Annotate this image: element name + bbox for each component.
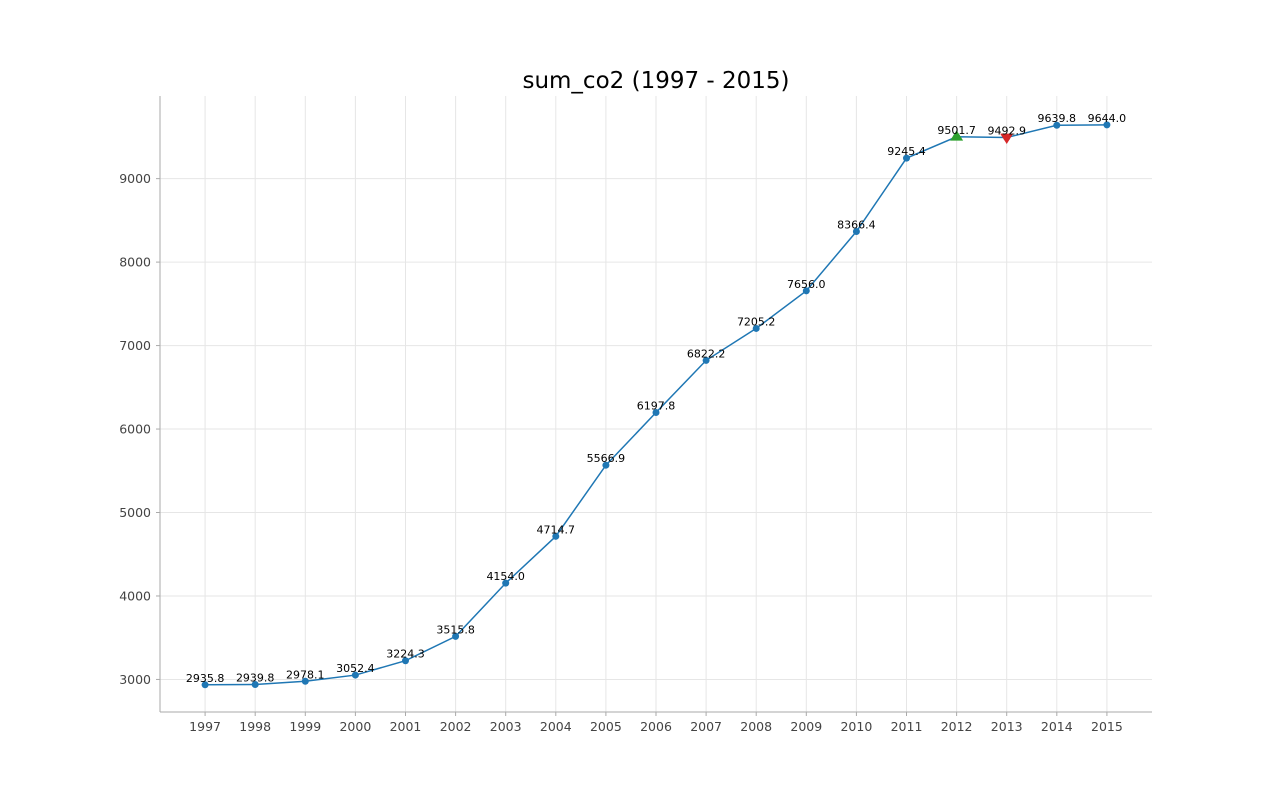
data-point bbox=[201, 681, 209, 689]
x-tick-label: 2013 bbox=[991, 719, 1023, 734]
data-point bbox=[702, 356, 710, 364]
x-tick-label: 2011 bbox=[891, 719, 923, 734]
data-label: 2978.1 bbox=[286, 668, 325, 681]
data-label: 2939.8 bbox=[236, 671, 275, 684]
data-label: 4714.7 bbox=[537, 523, 576, 536]
y-tick-label: 7000 bbox=[119, 338, 151, 353]
data-label: 8366.4 bbox=[837, 219, 876, 232]
data-point bbox=[802, 287, 810, 295]
data-point bbox=[602, 461, 610, 469]
data-point bbox=[301, 677, 309, 685]
x-tick-label: 2012 bbox=[941, 719, 973, 734]
y-tick-label: 8000 bbox=[119, 255, 151, 270]
data-point bbox=[1103, 121, 1111, 129]
x-tick-label: 1997 bbox=[189, 719, 221, 734]
data-label: 7656.0 bbox=[787, 278, 826, 291]
data-label: 4154.0 bbox=[486, 570, 525, 583]
data-label: 9644.0 bbox=[1088, 112, 1127, 125]
x-tick-label: 2003 bbox=[490, 719, 522, 734]
x-tick-label: 2006 bbox=[640, 719, 672, 734]
data-point bbox=[351, 671, 359, 679]
min-marker bbox=[1000, 133, 1014, 144]
y-tick-label: 9000 bbox=[119, 171, 151, 186]
data-label: 9245.4 bbox=[887, 145, 926, 158]
y-tick-label: 3000 bbox=[119, 672, 151, 687]
chart-title: sum_co2 (1997 - 2015) bbox=[522, 68, 789, 94]
grid-layer bbox=[160, 96, 1152, 712]
data-point bbox=[903, 154, 911, 162]
data-point bbox=[251, 680, 259, 688]
x-tick-label: 2015 bbox=[1091, 719, 1123, 734]
data-point bbox=[652, 409, 660, 417]
data-point bbox=[401, 657, 409, 665]
data-label: 3224.3 bbox=[386, 648, 425, 661]
data-label: 9501.7 bbox=[937, 124, 976, 137]
data-point bbox=[452, 632, 460, 640]
max-marker bbox=[950, 130, 964, 141]
x-tick-label: 1998 bbox=[239, 719, 271, 734]
x-tick-label: 1999 bbox=[289, 719, 321, 734]
data-label: 2935.8 bbox=[186, 672, 225, 685]
series-layer bbox=[201, 121, 1111, 689]
data-label: 6197.8 bbox=[637, 400, 676, 413]
data-point bbox=[752, 324, 760, 332]
data-label: 3052.4 bbox=[336, 662, 375, 675]
data-label: 9639.8 bbox=[1038, 112, 1077, 125]
x-tick-label: 2005 bbox=[590, 719, 622, 734]
data-label: 9492.9 bbox=[987, 124, 1026, 137]
data-label: 3515.8 bbox=[436, 623, 475, 636]
data-point bbox=[502, 579, 510, 587]
data-point bbox=[852, 228, 860, 236]
y-tick-label: 4000 bbox=[119, 588, 151, 603]
data-point bbox=[1053, 121, 1061, 129]
data-label-layer: 2935.8 2939.8 2978.1 3052.4 3224.3 3515.8 4154… bbox=[186, 112, 1126, 685]
y-tick-label: 6000 bbox=[119, 422, 151, 437]
data-label: 6822.2 bbox=[687, 347, 726, 360]
data-label: 5566.9 bbox=[587, 452, 626, 465]
x-tick-label: 2010 bbox=[840, 719, 872, 734]
x-tick-label: 2007 bbox=[690, 719, 722, 734]
x-tick-label: 2001 bbox=[390, 719, 422, 734]
x-tick-label: 2009 bbox=[790, 719, 822, 734]
axes-layer: 1997 1998 1999 2000 2001 2002 2003 2004 2005 2006… bbox=[119, 96, 1152, 734]
x-tick-label: 2004 bbox=[540, 719, 572, 734]
data-label: 7205.2 bbox=[737, 315, 776, 328]
x-tick-label: 2008 bbox=[740, 719, 772, 734]
x-tick-label: 2000 bbox=[339, 719, 371, 734]
x-tick-label: 2014 bbox=[1041, 719, 1073, 734]
data-point bbox=[552, 532, 560, 540]
y-tick-label: 5000 bbox=[119, 505, 151, 520]
x-tick-label: 2002 bbox=[440, 719, 472, 734]
